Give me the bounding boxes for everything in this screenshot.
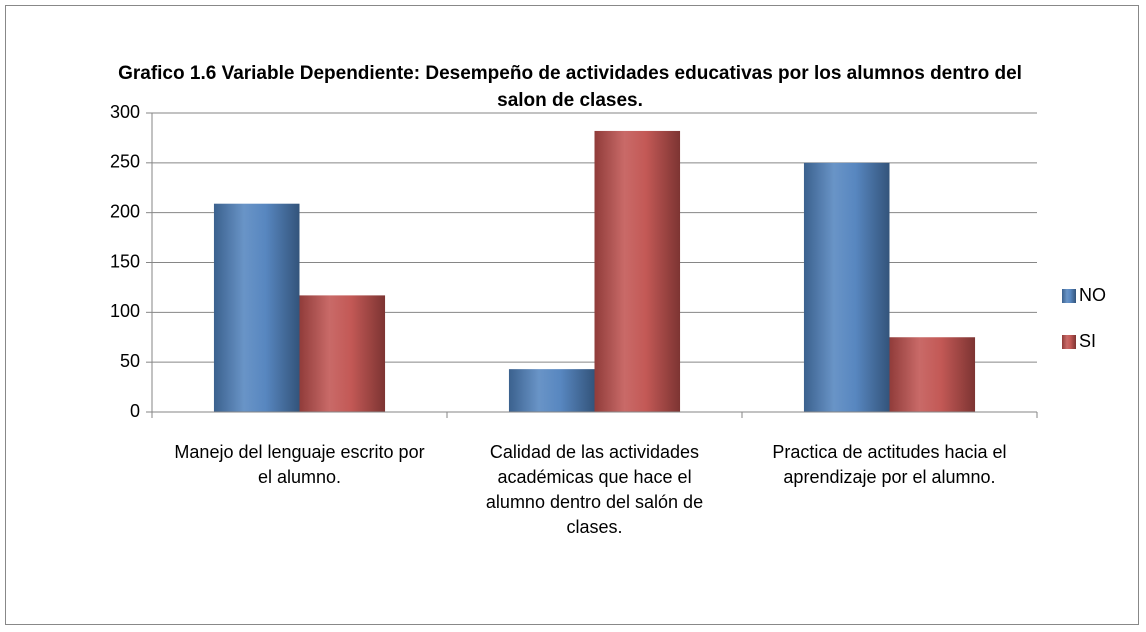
x-tick-label: Calidad de las actividades académicas qu…: [485, 442, 704, 537]
legend-label: SI: [1079, 331, 1096, 351]
legend-label: NO: [1079, 285, 1106, 305]
bar: [803, 162, 890, 412]
legend-swatch: [1062, 335, 1076, 349]
y-tick-label: 300: [110, 102, 140, 122]
y-tick-label: 150: [110, 251, 140, 271]
bar: [299, 295, 386, 412]
y-tick-label: 250: [110, 152, 140, 172]
bar: [213, 203, 300, 412]
y-tick-label: 200: [110, 201, 140, 221]
y-tick-label: 100: [110, 301, 140, 321]
bar: [889, 337, 976, 412]
x-tick-label: Manejo del lenguaje escrito por el alumn…: [174, 442, 425, 487]
chart-title: Grafico 1.6 Variable Dependiente: Desemp…: [118, 63, 1022, 111]
bar: [594, 130, 681, 412]
legend-swatch: [1062, 289, 1076, 303]
chart-frame: [5, 5, 1139, 625]
bar: [508, 369, 595, 412]
y-tick-label: 0: [130, 401, 140, 421]
x-tick-label: Practica de actitudes hacia el aprendiza…: [772, 442, 1007, 487]
y-tick-label: 50: [120, 351, 140, 371]
